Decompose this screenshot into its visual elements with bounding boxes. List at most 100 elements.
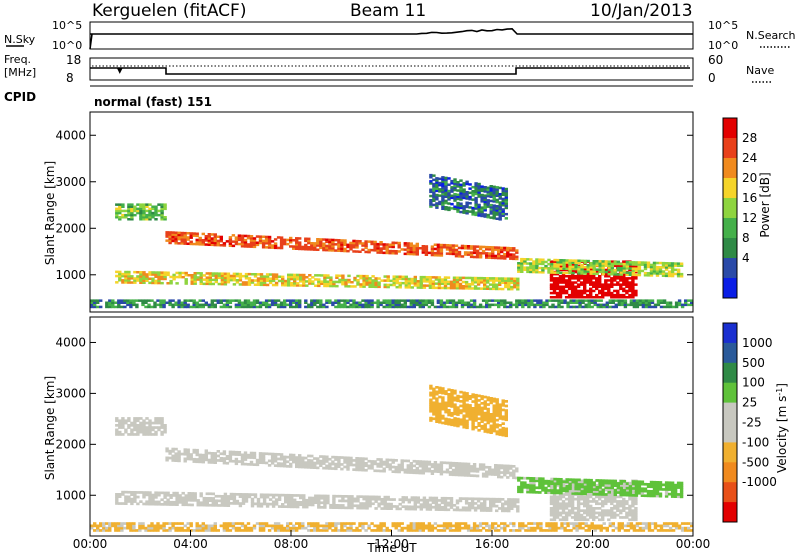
echo-cell (456, 206, 460, 209)
echo-cell (157, 426, 161, 429)
echo-cell (193, 272, 197, 275)
echo-cell (341, 274, 345, 277)
echo-cell (454, 303, 459, 307)
echo-cell (501, 197, 505, 201)
echo-cell (298, 465, 302, 469)
echo-cell (268, 498, 273, 501)
echo-cell (180, 529, 184, 532)
echo-cell (292, 456, 296, 459)
echo-cell (680, 303, 685, 307)
echo-cell (454, 244, 459, 247)
echo-cell (337, 243, 341, 246)
echo-cell (465, 205, 469, 209)
echo-cell (337, 245, 341, 248)
echo-cell (444, 422, 448, 425)
echo-cell (208, 274, 212, 277)
echo-cell (286, 529, 290, 532)
echo-cell (477, 205, 481, 209)
echo-cell (391, 305, 395, 309)
echo-cell (265, 505, 270, 508)
echo-cell (465, 203, 469, 207)
echo-cell (265, 279, 270, 282)
echo-cell (579, 277, 584, 280)
echo-cell (539, 522, 543, 525)
echo-cell (326, 497, 330, 500)
echo-cell (407, 277, 411, 281)
echo-cell (435, 413, 439, 417)
echo-cell (450, 393, 454, 397)
echo-cell (347, 504, 351, 507)
echo-cell (180, 240, 184, 243)
echo-cell (124, 281, 128, 284)
echo-cell (349, 299, 353, 302)
echo-cell (410, 505, 414, 509)
echo-cell (192, 305, 196, 309)
echo-cell (364, 244, 368, 247)
echo-cell (468, 202, 472, 205)
echo-cell (238, 272, 243, 276)
echo-cell (142, 433, 146, 436)
echo-cell (492, 425, 496, 428)
echo-cell (359, 274, 363, 278)
echo-cell (397, 529, 401, 532)
echo-cell (151, 216, 155, 219)
echo-cell (422, 501, 427, 504)
echo-cell (566, 529, 570, 532)
echo-cell (159, 301, 163, 304)
echo-cell (186, 305, 190, 309)
echo-cell (460, 466, 465, 470)
echo-cell (325, 248, 329, 252)
echo-cell (177, 301, 181, 304)
echo-cell (674, 526, 679, 530)
echo-cell (186, 299, 190, 302)
echo-cell (126, 301, 130, 304)
echo-cell (377, 502, 381, 506)
echo-cell (231, 244, 236, 248)
echo-cell (394, 303, 398, 307)
echo-cell (385, 526, 389, 530)
echo-cell (307, 239, 311, 243)
echo-cell (153, 526, 157, 530)
echo-cell (228, 522, 233, 525)
echo-cell (513, 283, 517, 287)
echo-cell (225, 529, 230, 532)
echo-cell (371, 279, 375, 282)
echo-cell (332, 282, 336, 286)
echo-cell (362, 495, 366, 499)
echo-cell (130, 203, 134, 206)
echo-cell (376, 524, 380, 528)
echo-cell (331, 247, 335, 250)
echo-cell (512, 257, 516, 261)
echo-cell (117, 299, 121, 302)
echo-cell (473, 276, 478, 280)
echo-cell (401, 277, 405, 281)
echo-cell (589, 289, 593, 293)
echo-cell (388, 249, 392, 253)
echo-cell (133, 209, 137, 213)
echo-cell (238, 493, 243, 496)
echo-cell (141, 524, 145, 528)
echo-cell (325, 457, 329, 461)
echo-cell (486, 412, 490, 416)
echo-cell (570, 289, 575, 293)
echo-cell (530, 526, 534, 530)
echo-cell (121, 203, 125, 206)
echo-cell (268, 281, 273, 285)
echo-cell (450, 391, 454, 394)
echo-cell (480, 427, 484, 430)
echo-cell (292, 458, 296, 462)
echo-cell (610, 293, 614, 297)
echo-cell (142, 273, 146, 276)
echo-cell (647, 303, 652, 307)
echo-cell (567, 281, 572, 284)
echo-cell (195, 234, 199, 238)
echo-cell (117, 524, 121, 528)
echo-cell (625, 263, 630, 266)
echo-cell (253, 279, 258, 282)
echo-cell (145, 273, 149, 276)
echo-cell (530, 303, 534, 307)
echo-cell (373, 462, 377, 466)
echo-cell (319, 301, 323, 304)
echo-cell (379, 529, 383, 532)
echo-cell (154, 218, 158, 221)
